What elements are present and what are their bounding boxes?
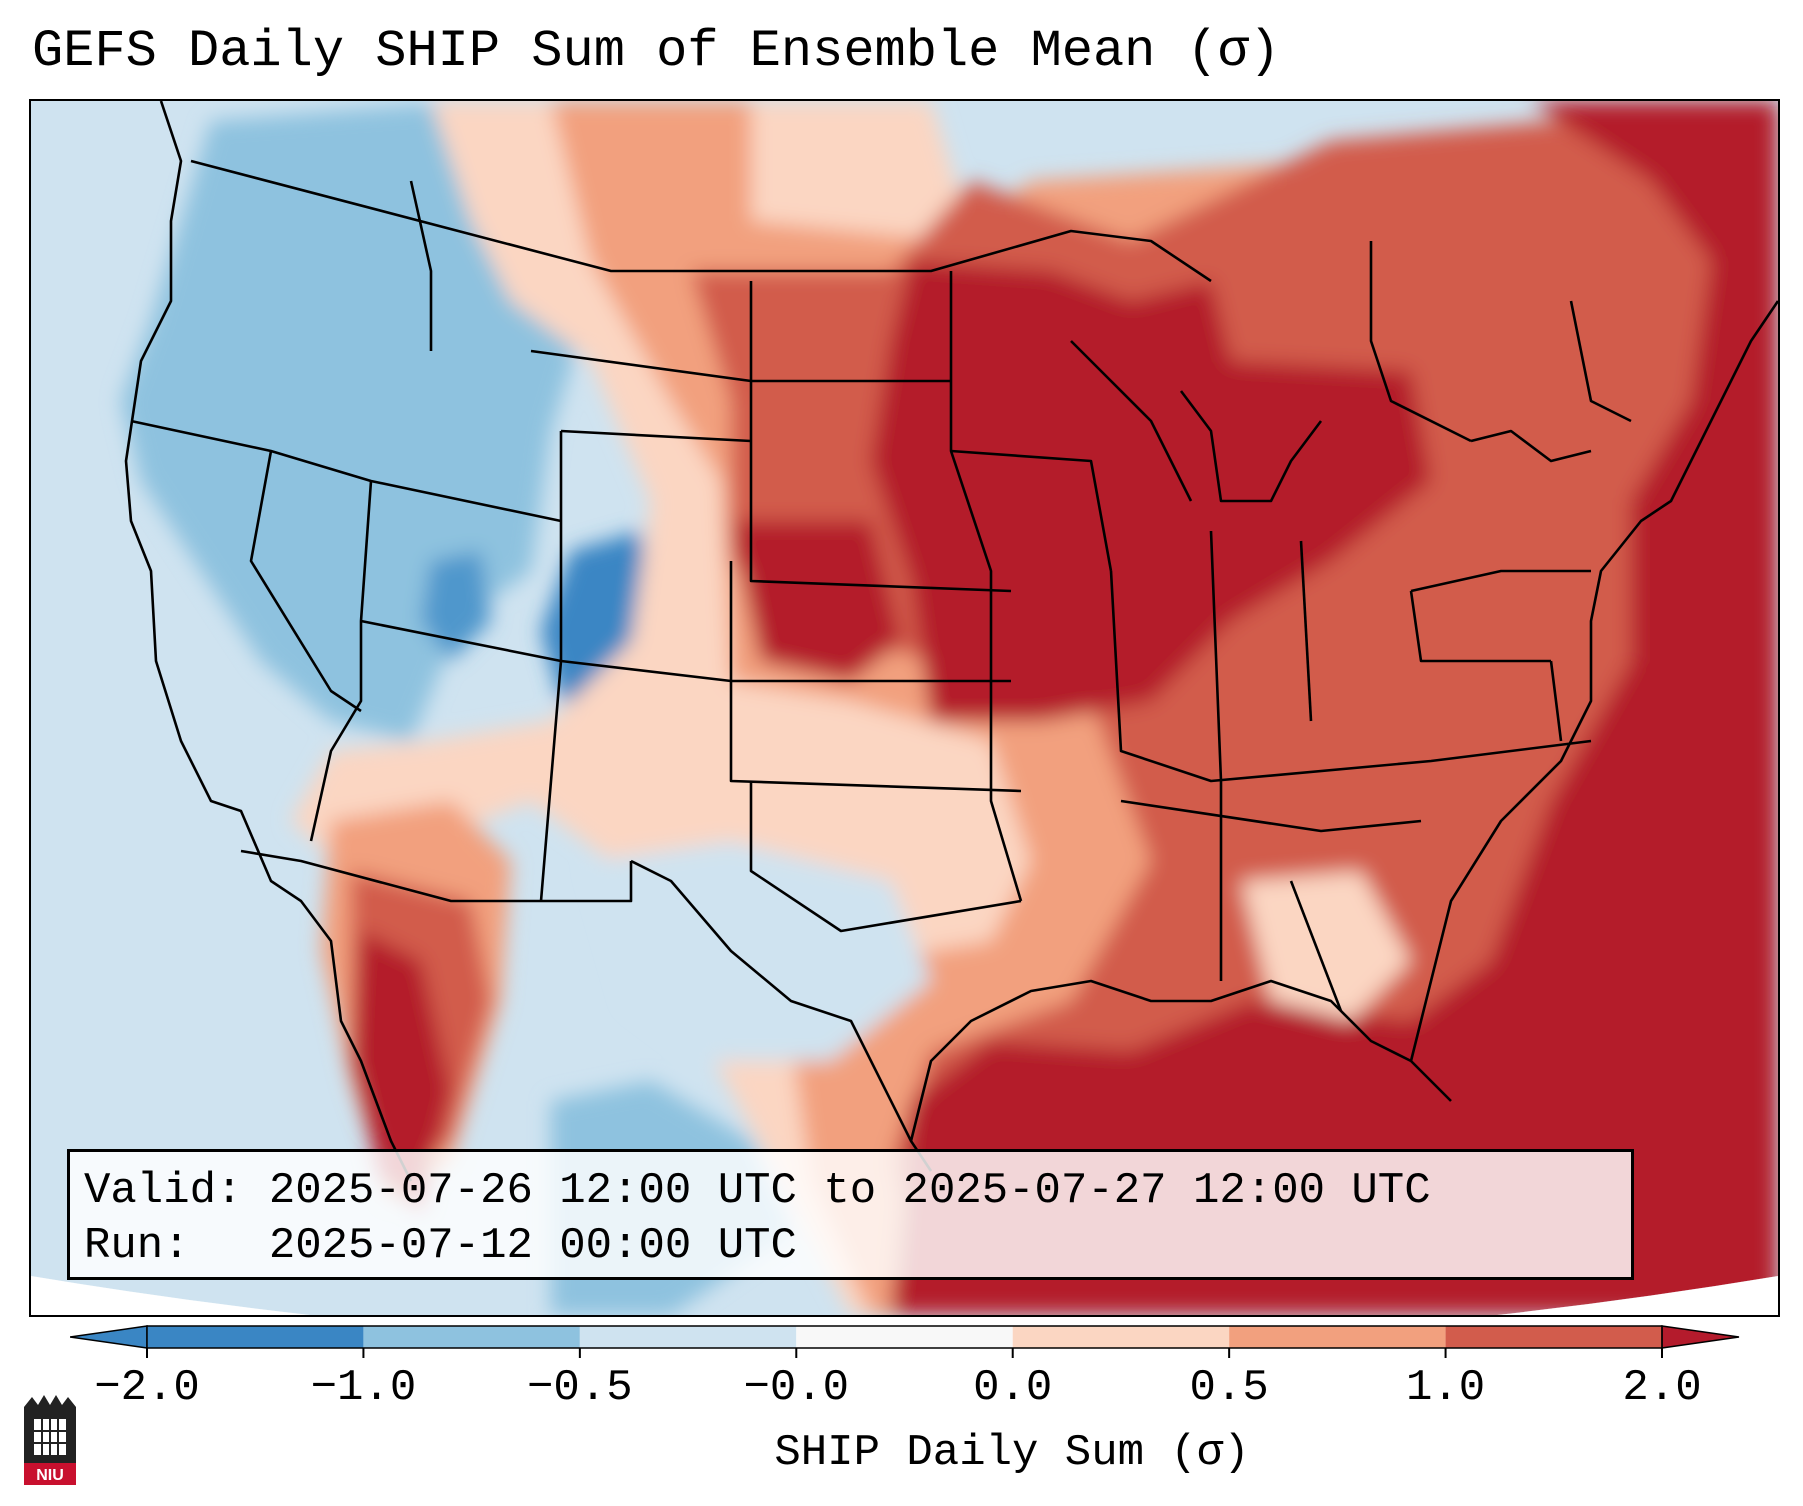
colorbar-tick-label: 0.5 bbox=[1189, 1363, 1269, 1413]
colorbar-tick-label: 1.0 bbox=[1405, 1363, 1486, 1413]
state-line bbox=[1549, 660, 1563, 742]
field-region bbox=[1241, 871, 1411, 1021]
state-line bbox=[1470, 429, 1592, 463]
state-line bbox=[1120, 799, 1422, 833]
colorbar-tick-label: 0.0 bbox=[973, 1363, 1053, 1413]
colorbar-tick-label: −0.5 bbox=[527, 1363, 633, 1413]
state-line bbox=[1369, 241, 1472, 443]
state-line bbox=[749, 781, 1022, 933]
state-line bbox=[1299, 540, 1313, 722]
state-line bbox=[1289, 880, 1343, 1012]
state-line bbox=[1409, 590, 1551, 663]
state-line bbox=[949, 271, 1023, 902]
state-line bbox=[1109, 570, 1592, 783]
state-line bbox=[1209, 530, 1223, 981]
field-region bbox=[351, 931, 451, 1211]
colorbar-tick-label: −1.0 bbox=[310, 1363, 417, 1413]
east-coastline bbox=[1409, 300, 1778, 1062]
state-line bbox=[749, 281, 1012, 593]
state-line bbox=[130, 419, 562, 523]
map-title: GEFS Daily SHIP Sum of Ensemble Mean (σ) bbox=[32, 22, 1281, 81]
state-line bbox=[309, 480, 373, 842]
ship-anomaly-map bbox=[31, 101, 1778, 1315]
run-time-line: Run: 2025-07-12 00:00 UTC bbox=[84, 1221, 797, 1271]
state-line bbox=[729, 561, 1022, 793]
state-line bbox=[1410, 569, 1591, 593]
state-line bbox=[1569, 300, 1632, 423]
state-line bbox=[950, 449, 1113, 572]
colorbar bbox=[70, 1325, 1740, 1358]
field-region bbox=[891, 101, 1778, 1315]
colorbar-segment bbox=[147, 1326, 364, 1348]
field-region bbox=[731, 521, 901, 681]
colorbar-segment bbox=[579, 1326, 797, 1348]
colorbar-outline bbox=[146, 1325, 1663, 1349]
colorbar-segment bbox=[1445, 1326, 1662, 1348]
gulf-coastline bbox=[909, 979, 1452, 1142]
map-panel bbox=[29, 99, 1780, 1317]
niu-logo-text: NIU bbox=[36, 1467, 64, 1484]
field-region bbox=[421, 551, 491, 661]
colorbar-tick-label: −0.0 bbox=[743, 1363, 850, 1413]
mexico-border-west bbox=[240, 849, 633, 903]
colorbar-segment bbox=[1229, 1326, 1446, 1348]
colorbar-tick-label: 2.0 bbox=[1622, 1363, 1702, 1413]
state-line bbox=[249, 450, 362, 713]
colorbar-segment bbox=[1012, 1326, 1230, 1348]
colorbar-extend-high bbox=[1661, 1325, 1740, 1349]
field-region bbox=[871, 261, 1431, 721]
state-line bbox=[409, 180, 433, 351]
colorbar-extend-low bbox=[70, 1325, 148, 1349]
valid-run-info-box: Valid: 2025-07-26 12:00 UTC to 2025-07-2… bbox=[67, 1149, 1634, 1280]
valid-time-line: Valid: 2025-07-26 12:00 UTC to 2025-07-2… bbox=[84, 1166, 1431, 1216]
west-coastline bbox=[124, 101, 413, 1182]
state-line bbox=[560, 429, 752, 443]
colorbar-tick-label: −2.0 bbox=[94, 1363, 200, 1413]
state-line bbox=[360, 619, 1011, 683]
field-region bbox=[591, 841, 931, 1061]
great-lakes-shore bbox=[1070, 340, 1193, 502]
state-boundaries bbox=[124, 101, 1778, 1182]
colorbar-segment bbox=[796, 1326, 1013, 1348]
canada-border bbox=[190, 159, 1212, 283]
colorbar-label: SHIP Daily Sum (σ) bbox=[774, 1428, 1250, 1478]
great-lakes-shore bbox=[1179, 390, 1323, 503]
niu-logo-icon: NIU bbox=[24, 1395, 76, 1485]
colorbar-segment bbox=[363, 1326, 580, 1348]
anomaly-field bbox=[31, 101, 1778, 1315]
state-line bbox=[539, 431, 563, 902]
